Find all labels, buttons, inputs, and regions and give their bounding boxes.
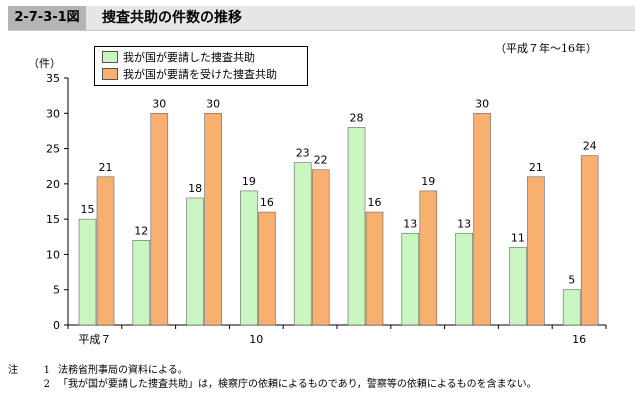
bar (186, 197, 204, 326)
figure-header: 2-7-3-1図 捜査共助の件数の推移 (8, 6, 635, 31)
bar-value-label: 30 (152, 97, 166, 110)
bar-value-label: 19 (421, 175, 435, 188)
bar (204, 112, 222, 326)
legend-item-requested: 我が国が要請した捜査共助 (102, 50, 255, 64)
bar (562, 289, 581, 326)
bar-value-label: 16 (368, 196, 382, 209)
bar (96, 176, 115, 326)
bar-value-label: 21 (99, 161, 113, 174)
x-tick-label: 平成７ (78, 333, 111, 346)
chart-legend: 我が国が要請した捜査共助 我が国が要請を受けた捜査共助 (94, 46, 308, 86)
bar-value-label: 11 (511, 231, 525, 244)
y-tick-label: 20 (46, 178, 60, 191)
legend-label: 我が国が要請を受けた捜査共助 (123, 68, 277, 81)
note-number: 1 (43, 365, 50, 376)
bar (311, 169, 330, 326)
note-mark: 注 (8, 365, 18, 376)
bar (240, 190, 258, 326)
note-number: 2 (43, 379, 50, 390)
bar (258, 211, 276, 326)
y-tick-label: 0 (53, 319, 60, 332)
bar-value-label: 21 (529, 161, 543, 174)
y-tick-label: 15 (46, 213, 60, 226)
bar-value-label: 30 (475, 97, 489, 110)
bar (365, 211, 384, 326)
bar-value-label: 28 (350, 111, 364, 124)
x-tick-label: 16 (572, 333, 586, 346)
bar (150, 112, 169, 326)
bar (132, 240, 151, 326)
bar-value-label: 15 (81, 203, 95, 216)
legend-swatch-orange (102, 68, 118, 80)
bar (509, 247, 527, 326)
bar-value-label: 22 (314, 154, 328, 167)
note-text: 「我が国が要請した捜査共助」は，検察庁の依頼によるものであり，警察等の依頼による… (58, 379, 537, 390)
x-tick-label: 10 (249, 333, 263, 346)
figure-id: 2-7-3-1図 (8, 6, 86, 30)
bar (473, 112, 491, 326)
legend-label: 我が国が要請した捜査共助 (123, 51, 255, 64)
note-item: 注 1 法務省刑事局の資料による。 (8, 364, 537, 378)
bar-value-label: 13 (403, 217, 417, 230)
bar (401, 232, 420, 326)
legend-item-received: 我が国が要請を受けた捜査共助 (102, 67, 277, 81)
bar-value-label: 13 (457, 217, 471, 230)
figure-title: 捜査共助の件数の推移 (102, 10, 242, 26)
y-axis-unit: （件） (28, 57, 61, 70)
bar-value-label: 18 (188, 182, 202, 195)
note-text: 法務省刑事局の資料による。 (58, 365, 188, 376)
y-tick-label: 10 (46, 248, 60, 261)
legend-swatch-green (102, 51, 118, 63)
bar-value-label: 30 (206, 97, 220, 110)
bar-value-label: 19 (242, 175, 256, 188)
note-item: 2 「我が国が要請した捜査共助」は，検察庁の依頼によるものであり，警察等の依頼に… (8, 378, 537, 392)
bar-value-label: 24 (583, 140, 597, 153)
bar-value-label: 23 (296, 147, 310, 160)
bar (78, 218, 97, 326)
notes: 注 1 法務省刑事局の資料による。 2 「我が国が要請した捜査共助」は，検察庁の… (8, 364, 537, 392)
bar (347, 127, 366, 326)
bar-value-label: 12 (134, 224, 148, 237)
bar (527, 176, 545, 326)
period-label: （平成７年～16年） (495, 42, 597, 55)
bar-value-label: 5 (568, 274, 575, 287)
bar-value-label: 16 (260, 196, 274, 209)
y-tick-label: 35 (46, 72, 60, 85)
bar (293, 162, 312, 326)
y-tick-label: 25 (46, 143, 60, 156)
bar (580, 155, 599, 326)
bar (455, 232, 473, 326)
bar (419, 190, 438, 326)
y-tick-label: 30 (46, 107, 60, 120)
y-tick-label: 5 (53, 284, 60, 297)
